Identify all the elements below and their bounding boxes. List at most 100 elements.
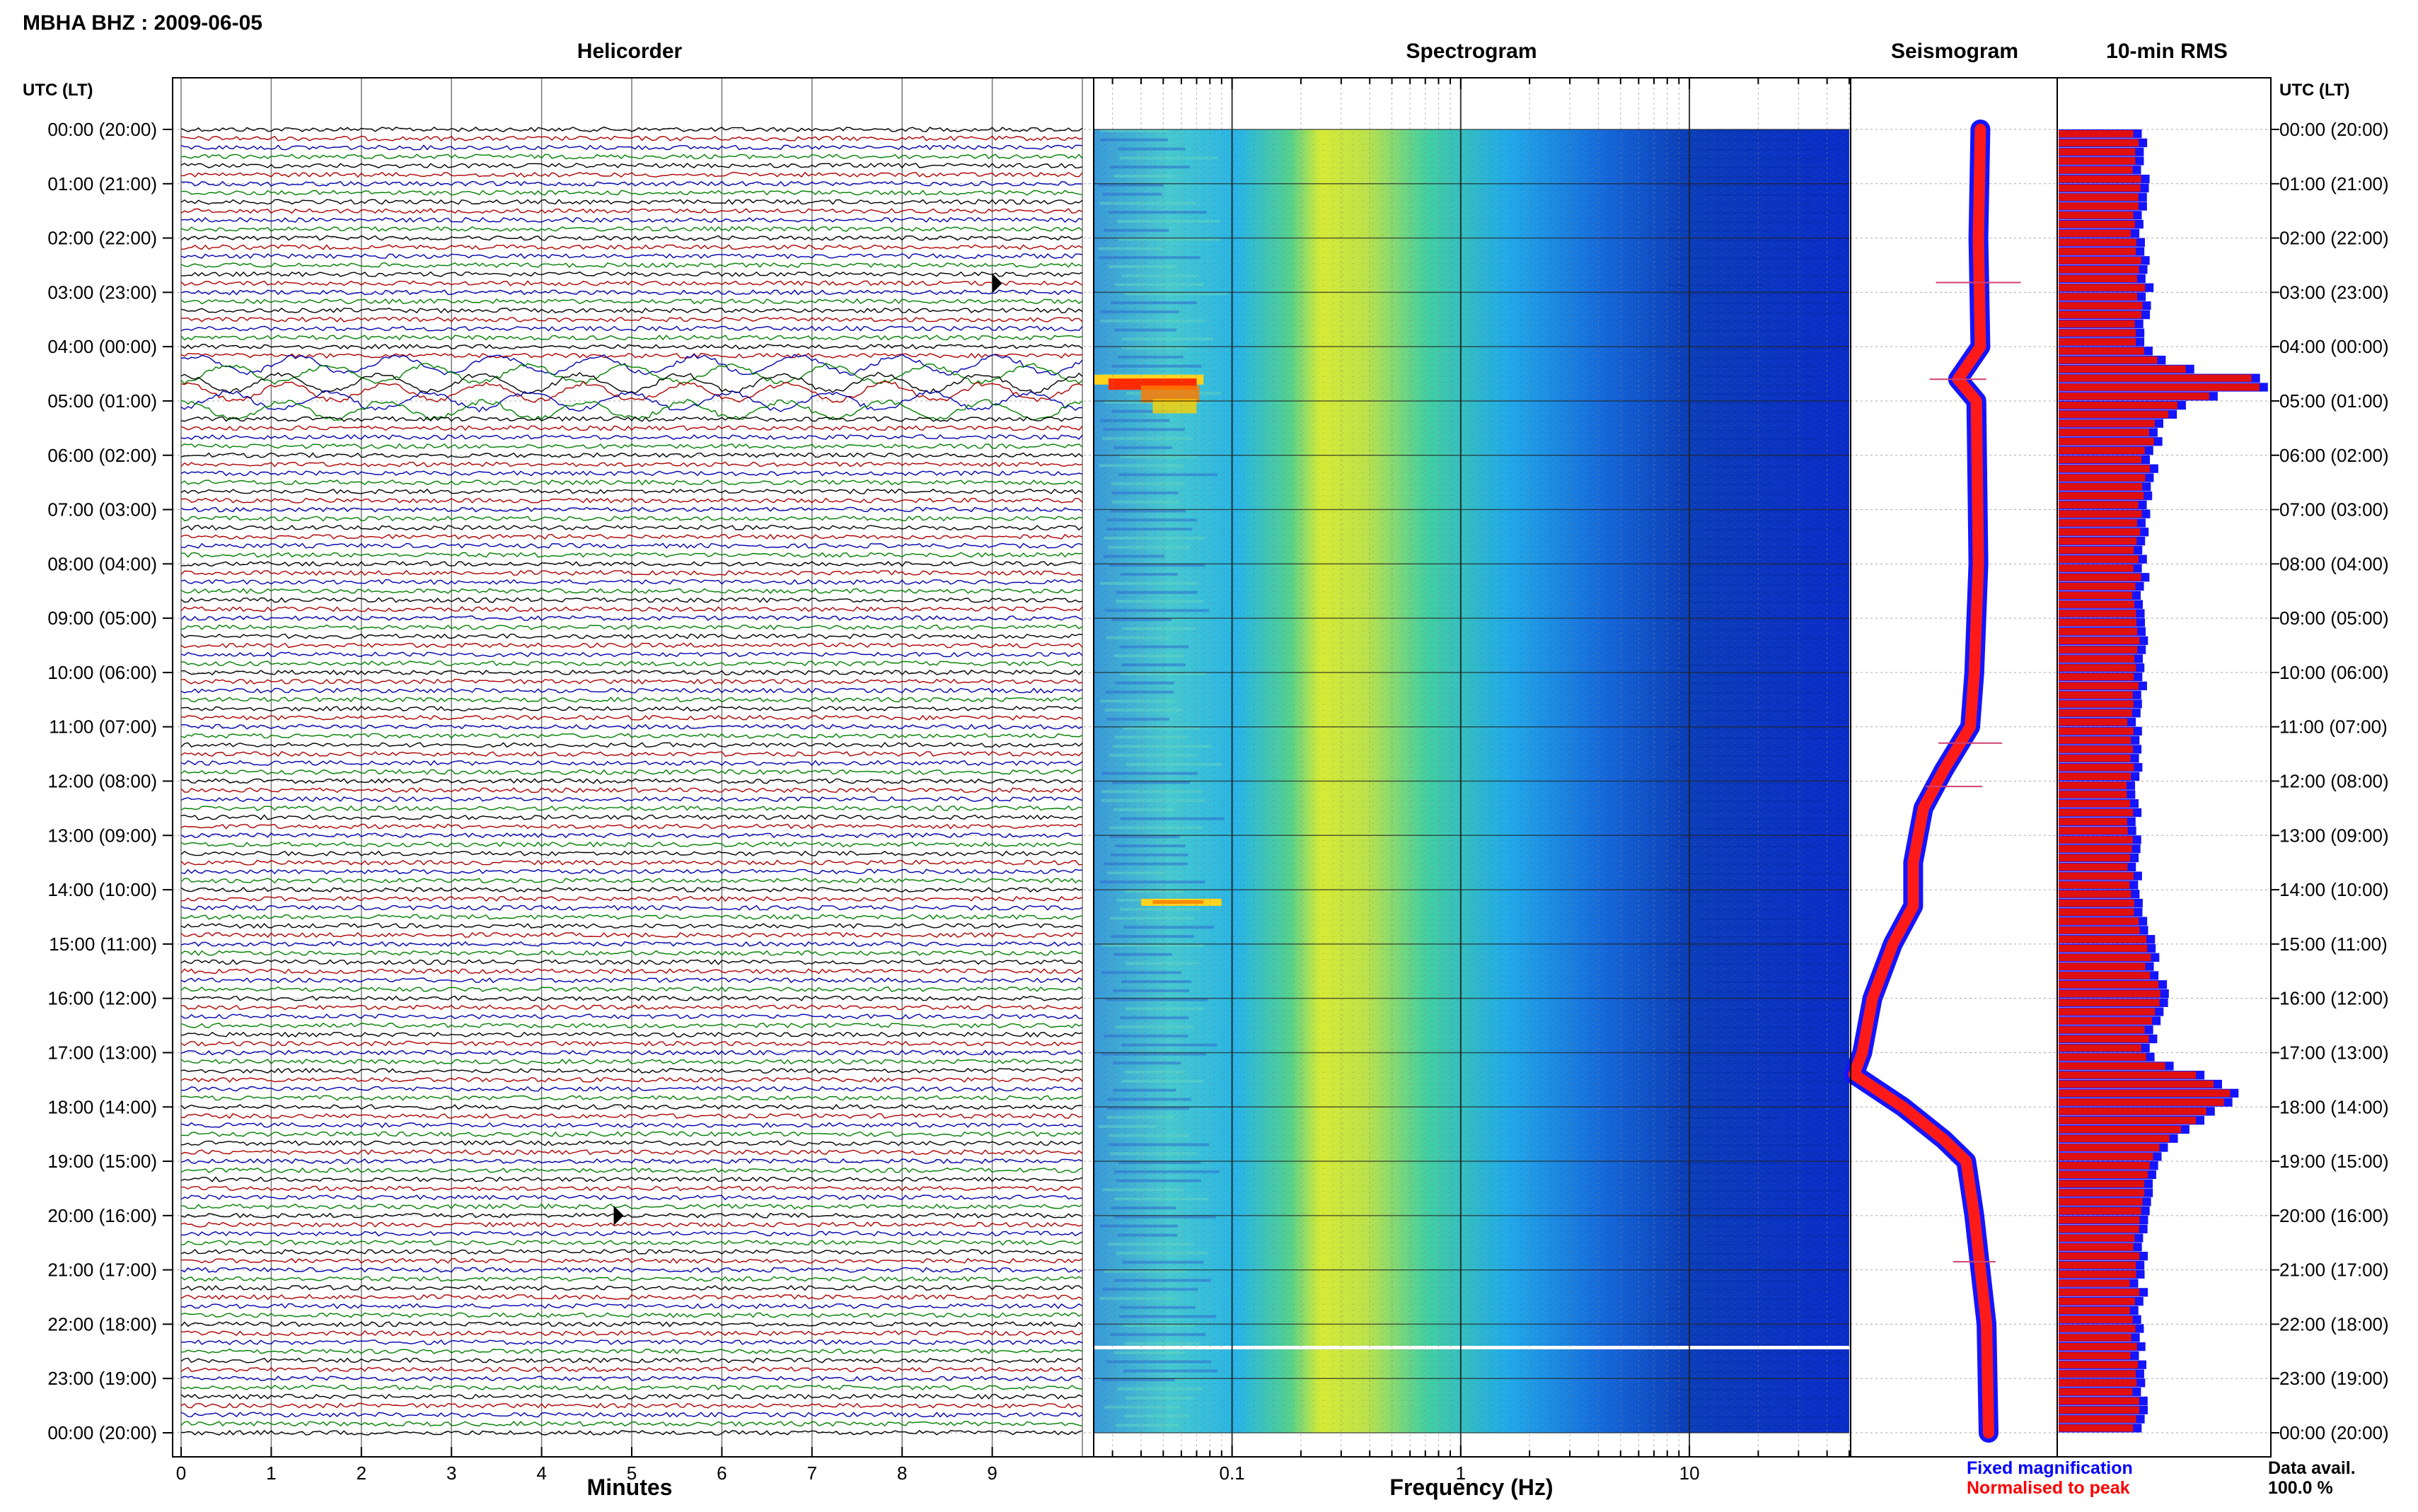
- rms-bar-normalised: [2059, 936, 2147, 943]
- time-label-left: 06:00 (02:00): [47, 445, 157, 466]
- helicorder-frame: [172, 77, 1094, 1458]
- utc-label-left: UTC (LT): [23, 81, 93, 100]
- rms-bar-normalised: [2059, 211, 2134, 219]
- helicorder-trace: [180, 742, 1083, 748]
- time-label-right: 12:00 (08:00): [2279, 771, 2389, 792]
- helicorder-trace: [180, 253, 1083, 260]
- rms-bar-normalised: [2059, 1289, 2140, 1296]
- rms-bar-normalised: [2059, 537, 2137, 545]
- rms-frame: [2057, 77, 2272, 1458]
- helicorder-trace: [180, 1348, 1083, 1354]
- helicorder-trace: [180, 796, 1083, 803]
- helicorder-event-mark: [992, 273, 1002, 293]
- helicorder-trace: [180, 1076, 1083, 1083]
- helicorder-trace: [180, 171, 1083, 178]
- seismogram-normalised-envelope: [1848, 124, 1994, 1438]
- rms-bar-normalised: [2059, 627, 2138, 636]
- rms-bar-normalised: [2059, 727, 2134, 735]
- helicorder-trace: [180, 606, 1083, 612]
- helicorder-trace: [180, 488, 1083, 494]
- rms-bar-normalised: [2059, 863, 2128, 871]
- helicorder-tick-label: 7: [807, 1462, 817, 1484]
- time-label-right: 10:00 (06:00): [2279, 662, 2389, 683]
- spectrogram-tick-label: 10: [1679, 1462, 1700, 1484]
- helicorder-trace: [180, 542, 1083, 549]
- rms-bar-normalised: [2059, 1279, 2130, 1287]
- helicorder-trace: [180, 1303, 1083, 1310]
- helicorder-trace: [180, 325, 1083, 332]
- helicorder-trace: [180, 163, 1083, 169]
- helicorder-trace: [180, 1376, 1083, 1382]
- rms-bar-normalised: [2059, 410, 2169, 419]
- helicorder-trace: [180, 597, 1083, 603]
- helicorder-trace: [180, 760, 1083, 767]
- time-label-right: 23:00 (19:00): [2279, 1368, 2389, 1389]
- rms-bar-normalised: [2059, 338, 2136, 346]
- rms-bar-normalised: [2059, 1315, 2133, 1323]
- rms-bar-normalised: [2059, 1044, 2141, 1052]
- helicorder-trace: [180, 1240, 1083, 1246]
- helicorder-trace: [180, 1131, 1083, 1137]
- time-label-right: 00:00 (20:00): [2279, 1422, 2389, 1443]
- helicorder-trace: [180, 1140, 1083, 1146]
- rms-bar-normalised: [2059, 284, 2146, 291]
- rms-bar-normalised: [2059, 564, 2134, 572]
- helicorder-trace: [180, 1330, 1083, 1337]
- helicorder-trace: [180, 1267, 1083, 1273]
- legend-fixed-magnification: Fixed magnification: [1967, 1458, 2133, 1478]
- helicorder-trace: [180, 1429, 1083, 1436]
- rms-bars: [2059, 129, 2268, 1433]
- helicorder-trace: [180, 578, 1083, 586]
- helicorder-trace: [180, 1385, 1083, 1391]
- rms-bar-normalised: [2059, 1351, 2131, 1360]
- time-label-left: 21:00 (17:00): [47, 1260, 157, 1281]
- rms-bar-normalised: [2059, 274, 2137, 283]
- time-labels-left: 00:00 (20:00) 01:00 (21:00) 02:00 (22:00) 0…: [47, 119, 173, 1443]
- spectrogram-event-tail: [1152, 399, 1197, 414]
- rms-bar-normalised: [2059, 736, 2131, 744]
- helicorder-trace: [180, 452, 1083, 458]
- time-label-right: 17:00 (13:00): [2279, 1042, 2389, 1063]
- helicorder-trace: [180, 226, 1083, 232]
- helicorder-trace: [180, 1293, 1083, 1301]
- seismogram-title: Seismogram: [1891, 40, 2018, 63]
- rms-bar-normalised: [2059, 465, 2150, 472]
- rms-bar-normalised: [2059, 383, 2260, 391]
- helicorder-trace: [180, 271, 1083, 277]
- time-label-left: 14:00 (10:00): [47, 879, 157, 900]
- rms-bar-normalised: [2059, 501, 2139, 509]
- helicorder-trace: [180, 941, 1083, 948]
- rms-bar-normalised: [2059, 619, 2137, 627]
- time-label-right: 05:00 (01:00): [2279, 390, 2389, 412]
- helicorder-trace: [180, 1221, 1083, 1228]
- helicorder-x-ticks: 0 1 2 3 4 5 6 7 8 9: [176, 1447, 997, 1484]
- rms-bar-normalised: [2059, 1415, 2136, 1423]
- spectrogram-xlabel: Frequency (Hz): [1389, 1475, 1553, 1500]
- helicorder-trace: [180, 525, 1083, 531]
- helicorder-gridlines: [173, 78, 1094, 1457]
- rms-bar-normalised: [2059, 972, 2151, 979]
- helicorder-trace: [180, 1067, 1083, 1074]
- helicorder-events: [613, 273, 1002, 1226]
- helicorder-trace: [180, 190, 1083, 196]
- helicorder-trace: [180, 642, 1083, 649]
- helicorder-trace: [180, 461, 1083, 467]
- rms-bar-normalised: [2059, 1008, 2156, 1016]
- helicorder-trace: [180, 569, 1083, 576]
- time-label-left: 17:00 (13:00): [47, 1042, 157, 1063]
- rms-bar-normalised: [2059, 1162, 2150, 1170]
- rms-bar-normalised: [2059, 836, 2133, 844]
- rms-bar-normalised: [2059, 963, 2146, 970]
- helicorder-trace: [180, 1167, 1083, 1173]
- rms-bar-normalised: [2059, 229, 2131, 238]
- time-label-right: 02:00 (22:00): [2279, 228, 2389, 249]
- time-label-right: 19:00 (15:00): [2279, 1151, 2389, 1172]
- helicorder-trace: [180, 262, 1083, 269]
- helicorder-trace: [180, 1023, 1083, 1029]
- rms-bar-normalised: [2059, 989, 2160, 998]
- helicorder-trace: [180, 615, 1083, 622]
- helicorder-trace: [180, 1122, 1083, 1129]
- helicorder-trace: [180, 1059, 1083, 1065]
- helicorder-tick-label: 2: [357, 1462, 366, 1484]
- rms-bar-normalised: [2059, 881, 2130, 889]
